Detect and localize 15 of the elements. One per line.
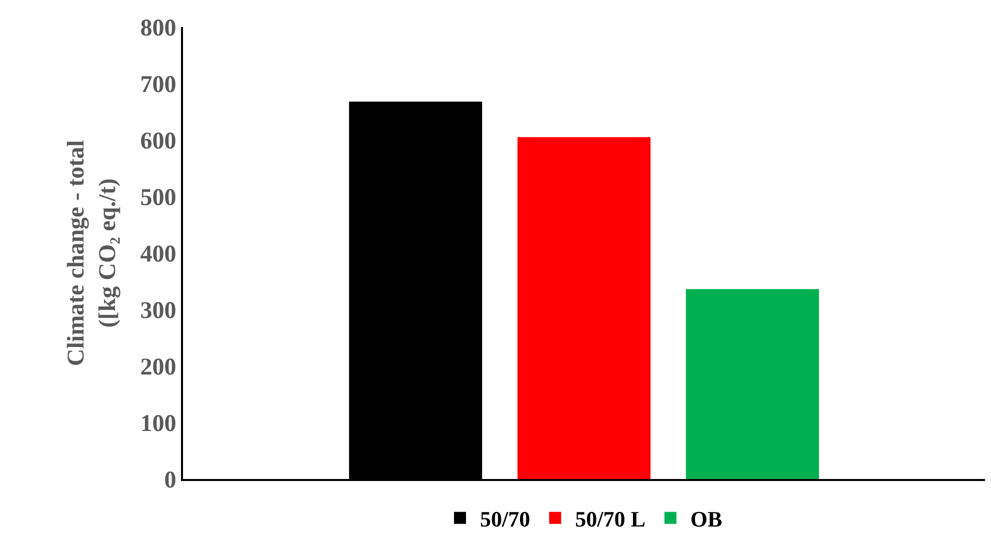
bar [517, 137, 651, 479]
y-axis-title: Climate change - total ([kg CO₂ eq./t) [64, 140, 121, 366]
y-tick-label: 700 [140, 72, 176, 98]
y-tick-label: 500 [140, 184, 176, 211]
y-tick-label: 300 [140, 298, 176, 324]
y-tick-label: 600 [140, 128, 176, 154]
y-tick-label: 400 [140, 241, 176, 268]
y-tick-label: 0 [164, 467, 176, 494]
legend-label: 50/70 L [575, 506, 646, 532]
y-tick-label: 200 [140, 354, 176, 380]
bar [686, 289, 819, 479]
legend-label: 50/70 [480, 506, 530, 532]
legend-label: OB [690, 506, 723, 532]
y-tick-label: 800 [140, 15, 176, 42]
y-tick-label: 100 [140, 410, 176, 437]
